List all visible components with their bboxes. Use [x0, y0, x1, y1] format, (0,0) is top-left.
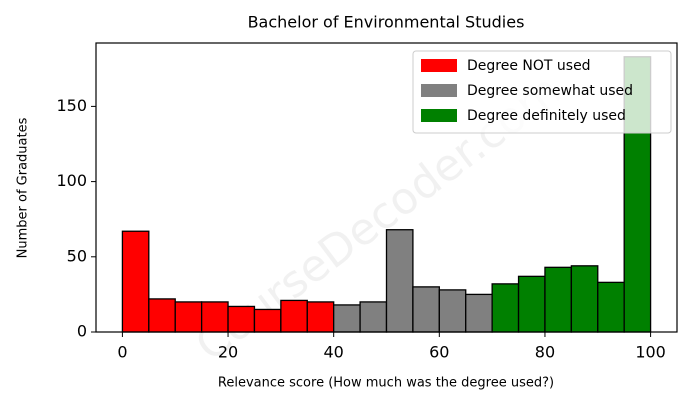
- bar: [121, 230, 150, 333]
- bar: [465, 293, 493, 333]
- bar: [174, 301, 203, 333]
- bar: [491, 283, 520, 333]
- x-tick-label: 60: [429, 343, 449, 362]
- x-tick-label: 80: [535, 343, 555, 362]
- legend-label: Degree NOT used: [467, 58, 591, 74]
- x-tick-label: 40: [324, 343, 344, 362]
- bar: [544, 266, 573, 333]
- bar: [412, 286, 440, 333]
- bar: [253, 308, 282, 333]
- bar: [517, 275, 546, 333]
- bar: [306, 301, 335, 333]
- legend-swatch: [421, 109, 457, 122]
- y-tick-label: 150: [56, 96, 87, 115]
- y-tick-label: 50: [67, 246, 87, 265]
- plot-frame: [95, 42, 678, 333]
- bar: [438, 289, 467, 333]
- bar: [333, 304, 361, 333]
- bar: [148, 298, 176, 333]
- legend-box: [412, 50, 672, 134]
- x-axis-label: Relevance score (How much was the degree…: [218, 376, 554, 391]
- legend-swatch: [421, 84, 457, 97]
- y-tick-label: 0: [77, 322, 87, 341]
- legend-label: Degree somewhat used: [467, 83, 633, 99]
- x-tick-label: 0: [117, 343, 127, 362]
- chart-title: Bachelor of Environmental Studies: [248, 13, 525, 32]
- x-tick-label: 100: [635, 343, 666, 362]
- legend-swatch: [421, 59, 457, 72]
- x-tick-label: 20: [218, 343, 238, 362]
- bar: [280, 299, 308, 333]
- bar: [227, 305, 256, 333]
- bar: [200, 301, 229, 333]
- bar: [570, 265, 599, 333]
- y-tick-label: 100: [56, 171, 87, 190]
- bar: [359, 301, 388, 333]
- y-axis-label: Number of Graduates: [16, 117, 31, 258]
- legend-label: Degree definitely used: [467, 108, 626, 124]
- bar: [597, 281, 625, 333]
- bar: [385, 229, 414, 333]
